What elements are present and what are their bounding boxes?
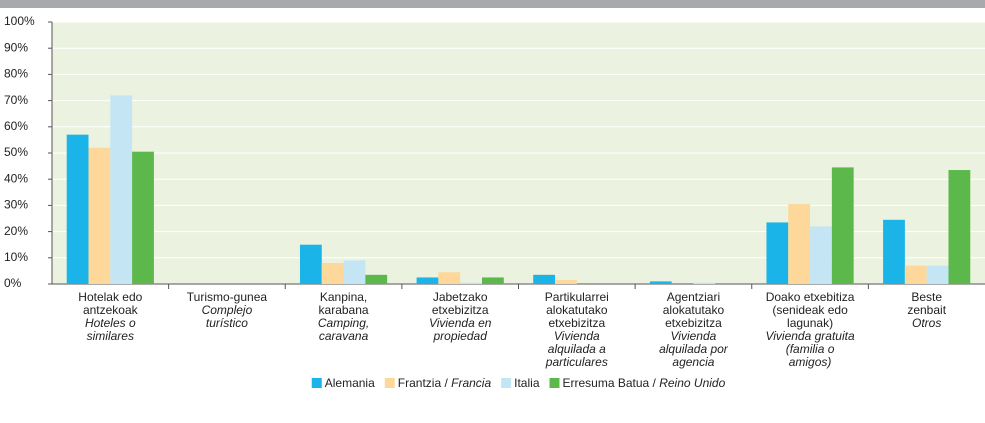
bar bbox=[926, 265, 949, 284]
x-tick-label: antzekoak bbox=[83, 303, 139, 317]
bar bbox=[693, 282, 716, 284]
bar bbox=[416, 277, 439, 284]
bar bbox=[883, 219, 905, 284]
legend-swatch bbox=[384, 378, 395, 388]
x-tick-label: etxebizitza bbox=[665, 316, 722, 330]
x-tick-label-italic: Complejo bbox=[202, 303, 253, 317]
x-tick-label-italic: alquilada a bbox=[548, 342, 606, 356]
bar bbox=[438, 272, 461, 284]
x-tick-label: Doako etxebitiza bbox=[766, 290, 855, 304]
x-tick-label: (senideak edo bbox=[772, 303, 848, 317]
bar bbox=[66, 134, 89, 284]
legend-label: Italia bbox=[514, 376, 540, 390]
y-tick-label: 80% bbox=[4, 67, 28, 81]
x-tick-label-italic: turístico bbox=[206, 316, 248, 330]
bar bbox=[555, 280, 577, 284]
legend-name-italic: Reino Unido bbox=[659, 376, 725, 390]
legend-swatch bbox=[501, 378, 512, 388]
x-tick-label-italic: particulares bbox=[545, 355, 608, 369]
x-tick-label-italic: Vivienda bbox=[671, 329, 717, 343]
y-tick-label: 30% bbox=[4, 198, 28, 212]
legend-name-italic: Francia bbox=[451, 376, 491, 390]
x-tick-label-italic: Vivienda gratuita bbox=[765, 329, 855, 343]
bar bbox=[343, 260, 366, 284]
legend-name: Italia bbox=[514, 376, 540, 390]
x-tick-label-italic: Vivienda en bbox=[429, 316, 492, 330]
legend-swatch bbox=[311, 378, 322, 388]
x-tick-label: etxebizitza bbox=[548, 316, 605, 330]
x-tick-label-italic: caravana bbox=[319, 329, 369, 343]
x-tick-label: Jabetzako bbox=[433, 290, 488, 304]
legend-name: Erresuma Batua / bbox=[563, 376, 657, 390]
x-tick-label-italic: amigos) bbox=[789, 355, 832, 369]
x-tick-label-italic: Camping, bbox=[318, 316, 369, 330]
x-tick-label-italic: Hoteles o bbox=[85, 316, 136, 330]
x-tick-label: Kanpina, bbox=[320, 290, 367, 304]
bar bbox=[766, 222, 789, 284]
x-tick-label-italic: Vivienda bbox=[554, 329, 600, 343]
x-tick-label-italic: Otros bbox=[912, 316, 941, 330]
bar bbox=[365, 274, 388, 284]
bar bbox=[321, 263, 344, 284]
x-tick-label-italic: agencia bbox=[672, 355, 714, 369]
bar bbox=[649, 281, 672, 284]
legend-label: Alemania bbox=[325, 376, 375, 390]
bar bbox=[460, 282, 482, 284]
y-tick-label: 60% bbox=[4, 119, 28, 133]
x-tick-label: Partikularrei bbox=[545, 290, 609, 304]
y-tick-label: 40% bbox=[4, 171, 28, 185]
bar bbox=[110, 95, 133, 284]
bar bbox=[948, 170, 971, 284]
x-tick-label: Turismo-gunea bbox=[187, 290, 268, 304]
x-tick-label-italic: similares bbox=[87, 329, 134, 343]
x-tick-label: etxebizitza bbox=[432, 303, 489, 317]
x-tick-label: Beste bbox=[911, 290, 942, 304]
x-tick-label: alokatutako bbox=[546, 303, 608, 317]
y-tick-label: 10% bbox=[4, 250, 28, 264]
y-tick-label: 100% bbox=[4, 14, 35, 28]
bar bbox=[88, 147, 111, 284]
x-tick-label-italic: propiedad bbox=[432, 329, 487, 343]
legend-label: Erresuma Batua / Reino Unido bbox=[563, 376, 726, 390]
bar bbox=[299, 244, 322, 284]
legend-label: Frantzia / Francia bbox=[398, 376, 492, 390]
bar bbox=[904, 265, 927, 284]
x-tick-label: alokatutako bbox=[663, 303, 725, 317]
bar bbox=[533, 274, 556, 284]
x-tick-label: karabana bbox=[319, 303, 369, 317]
y-tick-label: 90% bbox=[4, 40, 28, 54]
y-tick-label: 50% bbox=[4, 145, 28, 159]
x-tick-label: Hotelak edo bbox=[78, 290, 142, 304]
bar bbox=[132, 151, 154, 284]
x-tick-label-italic: (familia o bbox=[786, 342, 835, 356]
legend-name: Frantzia / bbox=[398, 376, 449, 390]
x-tick-label: lagunak) bbox=[787, 316, 833, 330]
bar bbox=[481, 277, 504, 284]
y-tick-label: 0% bbox=[4, 276, 22, 290]
y-tick-label: 20% bbox=[4, 224, 28, 238]
x-tick-label-italic: alquilada por bbox=[659, 342, 729, 356]
x-tick-label: zenbait bbox=[907, 303, 946, 317]
legend: Alemania Frantzia / Francia Italia Erresuma… bbox=[311, 376, 726, 390]
top-band bbox=[0, 0, 985, 8]
y-tick-label: 70% bbox=[4, 93, 28, 107]
bar bbox=[831, 167, 854, 284]
bar bbox=[788, 204, 811, 284]
legend-swatch bbox=[549, 378, 560, 388]
legend-name: Alemania bbox=[325, 376, 375, 390]
bar bbox=[810, 226, 832, 284]
x-tick-label: Agentziari bbox=[667, 290, 720, 304]
